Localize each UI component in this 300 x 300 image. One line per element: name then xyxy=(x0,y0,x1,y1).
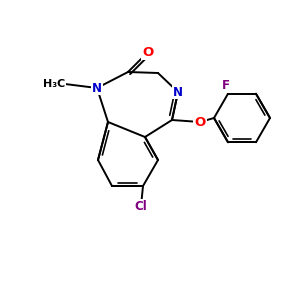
Text: O: O xyxy=(142,46,154,59)
Text: N: N xyxy=(173,85,183,98)
Text: F: F xyxy=(222,79,230,92)
Text: N: N xyxy=(92,82,102,94)
Text: H₃C: H₃C xyxy=(43,79,65,89)
Text: Cl: Cl xyxy=(135,200,147,212)
Text: O: O xyxy=(194,116,206,128)
